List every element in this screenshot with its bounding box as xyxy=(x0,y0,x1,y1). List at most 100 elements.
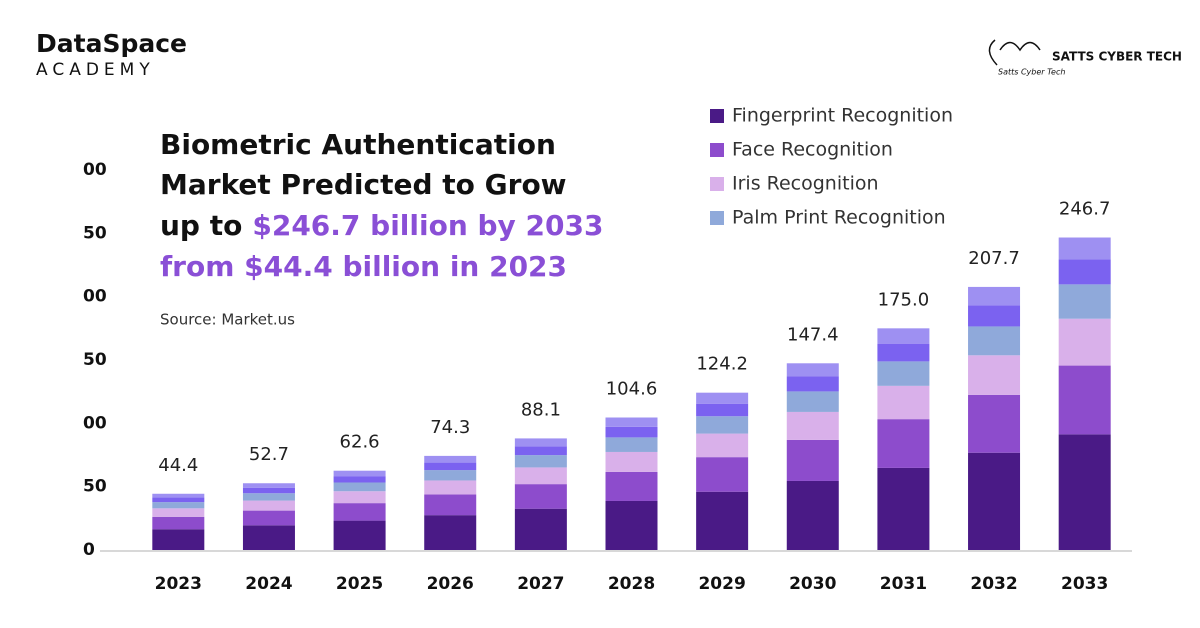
bar-segment xyxy=(152,516,205,530)
bar-segment xyxy=(1058,318,1111,366)
bar-segment xyxy=(696,457,749,492)
bar-segment xyxy=(968,305,1021,327)
bar-segment xyxy=(514,446,567,456)
bar-segment xyxy=(424,515,477,550)
bar-segment xyxy=(333,503,386,521)
bar-segment xyxy=(786,391,839,412)
bar-segment xyxy=(968,394,1021,453)
bar-segment xyxy=(1058,365,1111,435)
bar-segment xyxy=(968,355,1021,395)
bar-segment xyxy=(514,508,567,550)
bar-segment xyxy=(424,455,477,463)
bar-segment xyxy=(786,376,839,392)
bar-segment xyxy=(242,487,295,494)
bar-segment xyxy=(605,417,658,427)
bar-segment xyxy=(424,470,477,481)
bar-segment xyxy=(424,462,477,471)
data-label: 104.6 xyxy=(606,379,658,400)
x-tick-label: 2027 xyxy=(517,574,564,594)
bar-segment xyxy=(696,392,749,404)
x-tick-label: 2025 xyxy=(336,574,383,594)
bar-segment xyxy=(152,508,205,517)
chart-title: from $44.4 billion in 2023 xyxy=(160,250,567,283)
bar-segment xyxy=(1058,284,1111,319)
bar-segment xyxy=(696,491,749,550)
bar-segment xyxy=(514,484,567,509)
data-label: 88.1 xyxy=(521,399,561,420)
legend-swatch xyxy=(710,143,724,157)
data-label: 207.7 xyxy=(968,248,1020,269)
bar-segment xyxy=(786,363,839,377)
bar-segment xyxy=(877,328,930,344)
title-part: up to xyxy=(160,209,242,242)
chart-title: Market Predicted to Grow xyxy=(160,168,567,201)
chart-title: Biometric Authentication xyxy=(160,128,556,161)
x-tick-label: 2033 xyxy=(1061,574,1108,594)
y-tick-label: 00 xyxy=(83,160,107,180)
bar-segment xyxy=(877,343,930,362)
bar-segment xyxy=(786,439,839,481)
bar-segment xyxy=(514,455,567,468)
bar-segment xyxy=(333,491,386,504)
bar-segment xyxy=(242,483,295,488)
x-tick-label: 2029 xyxy=(698,574,745,594)
x-tick-label: 2030 xyxy=(789,574,836,594)
chart-title: up to $246.7 billion by 2033 xyxy=(160,209,603,242)
legend-swatch xyxy=(710,177,724,191)
bar-segment xyxy=(333,482,386,492)
bar-segment xyxy=(605,437,658,452)
bar-segment xyxy=(333,476,386,483)
bar-segment xyxy=(877,361,930,386)
data-label: 175.0 xyxy=(878,289,930,310)
y-tick-label: 00 xyxy=(83,287,107,307)
bar-segment xyxy=(514,438,567,447)
legend-label: Face Recognition xyxy=(732,139,893,161)
data-label: 246.7 xyxy=(1059,199,1111,220)
bar-segment xyxy=(152,493,205,498)
data-label: 74.3 xyxy=(430,417,470,438)
bar-segment xyxy=(786,480,839,550)
data-label: 147.4 xyxy=(787,324,839,345)
bar-segment xyxy=(424,480,477,495)
bar-segment xyxy=(605,471,658,501)
x-tick-label: 2026 xyxy=(427,574,474,594)
y-tick-label: 00 xyxy=(83,413,107,433)
bar-segment xyxy=(968,326,1021,356)
bar-segment xyxy=(877,385,930,420)
logo-text: ACADEMY xyxy=(36,60,155,80)
bar-segment xyxy=(424,494,477,516)
bar-segment xyxy=(877,467,930,550)
y-tick-label: 50 xyxy=(83,477,107,497)
bar-segment xyxy=(605,500,658,550)
data-label: 52.7 xyxy=(249,444,289,465)
bar-segment xyxy=(1058,434,1111,550)
signature: Satts Cyber Tech xyxy=(998,68,1065,77)
title-highlight: $246.7 billion by 2033 xyxy=(252,209,603,242)
bar-segment xyxy=(605,426,658,438)
bar-segment xyxy=(152,502,205,509)
x-tick-label: 2024 xyxy=(245,574,292,594)
legend-swatch xyxy=(710,109,724,123)
bar-segment xyxy=(877,419,930,468)
legend-swatch xyxy=(710,211,724,225)
bar-segment xyxy=(152,529,205,550)
bar-segment xyxy=(786,411,839,440)
bar-segment xyxy=(242,525,295,550)
data-label: 62.6 xyxy=(340,432,380,453)
data-label: 44.4 xyxy=(158,455,198,476)
bar-segment xyxy=(242,493,295,501)
bar-segment xyxy=(333,470,386,477)
legend-label: Iris Recognition xyxy=(732,173,879,195)
bar-segment xyxy=(968,452,1021,550)
signature-mark xyxy=(988,39,1041,66)
bar-segment xyxy=(605,451,658,472)
bar-segment xyxy=(152,497,205,503)
bar-segment xyxy=(242,500,295,511)
legend-label: Palm Print Recognition xyxy=(732,207,946,229)
bar-segment xyxy=(333,520,386,550)
x-tick-label: 2023 xyxy=(155,574,202,594)
y-tick-label: 50 xyxy=(83,223,107,243)
x-tick-label: 2031 xyxy=(880,574,927,594)
logo-text: DataSpace xyxy=(36,29,187,58)
